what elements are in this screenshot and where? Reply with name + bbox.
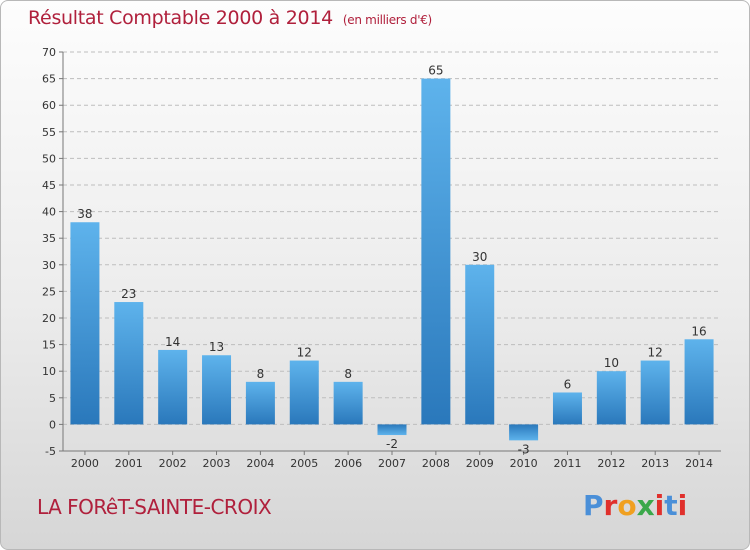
data-label-2001: 23 <box>121 287 136 301</box>
bar-2000 <box>70 222 100 425</box>
y-tick-label: 0 <box>49 418 56 431</box>
x-tick-label-2007: 2007 <box>378 457 406 470</box>
bar-2003 <box>202 355 232 425</box>
y-tick-label: 65 <box>42 73 56 86</box>
data-label-2013: 12 <box>648 346 663 360</box>
y-tick-label: 45 <box>42 179 56 192</box>
x-tick-label-2003: 2003 <box>203 457 231 470</box>
y-tick-label: 30 <box>42 259 56 272</box>
bar-2014 <box>684 339 714 425</box>
bar-2001 <box>114 302 144 425</box>
y-tick-label: 70 <box>42 46 56 59</box>
town-name: LA FORêT-SAINTE-CROIX <box>37 495 272 519</box>
y-tick-label: 50 <box>42 152 56 165</box>
x-tick-label-2011: 2011 <box>553 457 581 470</box>
x-tick-label-2001: 2001 <box>115 457 143 470</box>
bar-2002 <box>158 349 188 425</box>
logo-letter: i <box>677 489 688 522</box>
x-tick-label-2009: 2009 <box>466 457 494 470</box>
bar-2008 <box>421 78 451 425</box>
data-label-2007: -2 <box>386 437 398 451</box>
bar-2009 <box>465 264 495 425</box>
x-tick-label-2002: 2002 <box>159 457 187 470</box>
bar-2007 <box>377 424 407 436</box>
y-tick-label: 40 <box>42 206 56 219</box>
data-label-2006: 8 <box>344 367 352 381</box>
y-tick-label: 5 <box>49 392 56 405</box>
data-label-2004: 8 <box>257 367 265 381</box>
chart-title: Résultat Comptable 2000 à 2014 (en millie… <box>28 7 432 29</box>
y-tick-label: 60 <box>42 99 56 112</box>
bar-2006 <box>333 381 363 425</box>
bars <box>70 78 714 441</box>
data-labels: 38 23 14 13 8 12 8 -2 65 30 -3 6 10 12 16 <box>77 64 706 457</box>
y-tick-label: 15 <box>42 339 56 352</box>
y-tick-label: -5 <box>45 445 56 458</box>
bar-2011 <box>552 392 582 425</box>
x-tick-label-2014: 2014 <box>685 457 713 470</box>
x-tick-label-2004: 2004 <box>246 457 274 470</box>
y-tick-label: 25 <box>42 285 56 298</box>
logo-letter: x <box>636 489 655 522</box>
x-tick-label-2013: 2013 <box>641 457 669 470</box>
x-tick-label-2008: 2008 <box>422 457 450 470</box>
data-label-2008: 65 <box>428 64 443 78</box>
chart-unit: (en milliers d'€) <box>342 13 432 27</box>
y-tick-label: 55 <box>42 126 56 139</box>
chart-title-text: Résultat Comptable 2000 à 2014 <box>28 7 333 29</box>
bar-2013 <box>640 360 670 425</box>
logo-letter: i <box>654 489 665 522</box>
logo-letter: r <box>603 489 618 522</box>
proxiti-logo: Proxiti <box>583 489 687 522</box>
x-tick-label-2005: 2005 <box>290 457 318 470</box>
data-label-2000: 38 <box>77 207 92 221</box>
bar-2005 <box>289 360 319 425</box>
logo-letter: P <box>583 489 604 522</box>
data-label-2005: 12 <box>297 346 312 360</box>
x-tick-label-2000: 2000 <box>71 457 99 470</box>
y-tick-label: 10 <box>42 365 56 378</box>
y-tick-label: 35 <box>42 232 56 245</box>
data-label-2010: -3 <box>518 442 530 456</box>
bar-2004 <box>245 381 275 425</box>
logo-letter: t <box>664 489 678 522</box>
data-label-2009: 30 <box>472 250 487 264</box>
bar-2010 <box>509 424 539 441</box>
x-tick-label-2006: 2006 <box>334 457 362 470</box>
axes: -5 0 5 10 15 20 25 30 35 40 45 50 55 60 65 70 2000 2001 20… <box>42 46 721 470</box>
data-label-2002: 14 <box>165 335 180 349</box>
data-label-2012: 10 <box>604 356 619 370</box>
y-tick-label: 20 <box>42 312 56 325</box>
data-label-2003: 13 <box>209 340 224 354</box>
data-label-2011: 6 <box>564 377 572 391</box>
x-tick-label-2010: 2010 <box>510 457 538 470</box>
data-label-2014: 16 <box>691 324 706 338</box>
bar-2012 <box>596 371 626 425</box>
x-tick-label-2012: 2012 <box>597 457 625 470</box>
logo-letter: o <box>617 489 637 522</box>
